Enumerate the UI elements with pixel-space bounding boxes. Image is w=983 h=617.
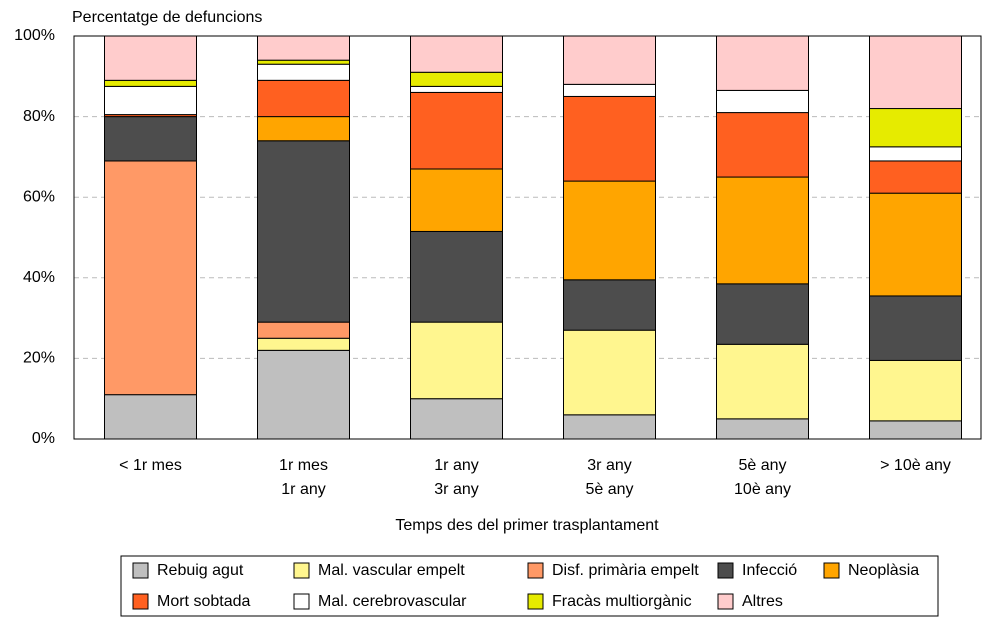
bar-segment: [257, 140, 350, 323]
bar-segment: [869, 160, 962, 194]
bar-segment: [563, 95, 656, 182]
y-tick-label: 100%: [14, 27, 55, 44]
bar-segment: [257, 116, 350, 142]
bar-segment: [104, 116, 197, 162]
bar-segment: [410, 35, 503, 73]
bar-segment: [104, 85, 197, 116]
bar-segment: [257, 337, 350, 351]
bar-segment: [716, 176, 809, 285]
legend-label: Rebuig agut: [157, 562, 244, 579]
bar-segment: [563, 279, 656, 331]
x-tick-label: 5è any: [738, 457, 786, 474]
bar-segment: [104, 79, 197, 87]
y-tick-label: 40%: [23, 269, 55, 286]
bar-segment: [257, 35, 350, 61]
legend-label: Mal. vascular empelt: [318, 562, 465, 579]
bar-segment: [257, 79, 350, 118]
legend-label: Disf. primària empelt: [552, 562, 699, 579]
y-tick-label: 80%: [23, 108, 55, 125]
legend-swatch: [132, 593, 149, 610]
bar-segment: [716, 35, 809, 91]
y-tick-label: 0%: [32, 430, 55, 447]
bar-segment: [410, 398, 503, 440]
legend-swatch: [717, 562, 734, 579]
legend-swatch: [527, 562, 544, 579]
bar-segment: [716, 112, 809, 178]
legend-label: Mal. cerebrovascular: [318, 593, 467, 610]
bar-segment: [716, 343, 809, 420]
bar-segment: [257, 349, 350, 440]
bar-segment: [410, 230, 503, 323]
x-tick-label: 3r any: [587, 457, 631, 474]
x-tick-label: 10è any: [734, 481, 791, 498]
bar-segment: [869, 192, 962, 297]
x-tick-label: 5è any: [585, 481, 633, 498]
bar-segment: [410, 321, 503, 400]
bar-segment: [869, 295, 962, 361]
legend-swatch: [293, 562, 310, 579]
legend-box: [120, 555, 939, 617]
bar-segment: [716, 283, 809, 345]
legend-swatch: [823, 562, 840, 579]
y-axis-title: Percentatge de defuncions: [72, 9, 262, 26]
legend-swatch: [293, 593, 310, 610]
bar-segment: [104, 160, 197, 396]
bar-segment: [563, 35, 656, 85]
x-tick-label: < 1r mes: [119, 457, 182, 474]
x-tick-label: > 10è any: [880, 457, 951, 474]
legend-swatch: [527, 593, 544, 610]
bar-segment: [563, 414, 656, 440]
x-tick-label: 3r any: [434, 481, 478, 498]
bar-segment: [410, 85, 503, 93]
bar-segment: [869, 146, 962, 162]
bar-segment: [869, 420, 962, 440]
y-tick-label: 60%: [23, 188, 55, 205]
bar-segment: [410, 71, 503, 87]
bar-segment: [257, 321, 350, 339]
bar-segment: [563, 329, 656, 416]
x-tick-label: 1r mes: [279, 457, 328, 474]
bar-segment: [563, 83, 656, 97]
bar-segment: [104, 394, 197, 440]
bar-segment: [869, 35, 962, 110]
x-tick-label: 1r any: [281, 481, 325, 498]
bar-segment: [257, 59, 350, 65]
plot-frame: [73, 35, 982, 440]
y-tick-label: 20%: [23, 350, 55, 367]
x-axis-title: Temps des del primer trasplantament: [395, 517, 659, 534]
bar-segment: [257, 63, 350, 81]
legend-label: Fracàs multiorgànic: [552, 593, 692, 610]
bar-segment: [716, 89, 809, 114]
x-tick-label: 1r any: [434, 457, 478, 474]
legend-label: Neoplàsia: [848, 562, 919, 579]
bar-segment: [410, 91, 503, 170]
legend-swatch: [717, 593, 734, 610]
bar-segment: [563, 180, 656, 281]
legend-label: Altres: [742, 593, 783, 610]
bar-segment: [410, 168, 503, 232]
bar-segment: [869, 108, 962, 148]
bar-segment: [869, 359, 962, 422]
legend-label: Infecció: [742, 562, 797, 579]
bar-segment: [716, 418, 809, 440]
bar-segment: [104, 35, 197, 81]
legend-label: Mort sobtada: [157, 593, 250, 610]
legend-swatch: [132, 562, 149, 579]
